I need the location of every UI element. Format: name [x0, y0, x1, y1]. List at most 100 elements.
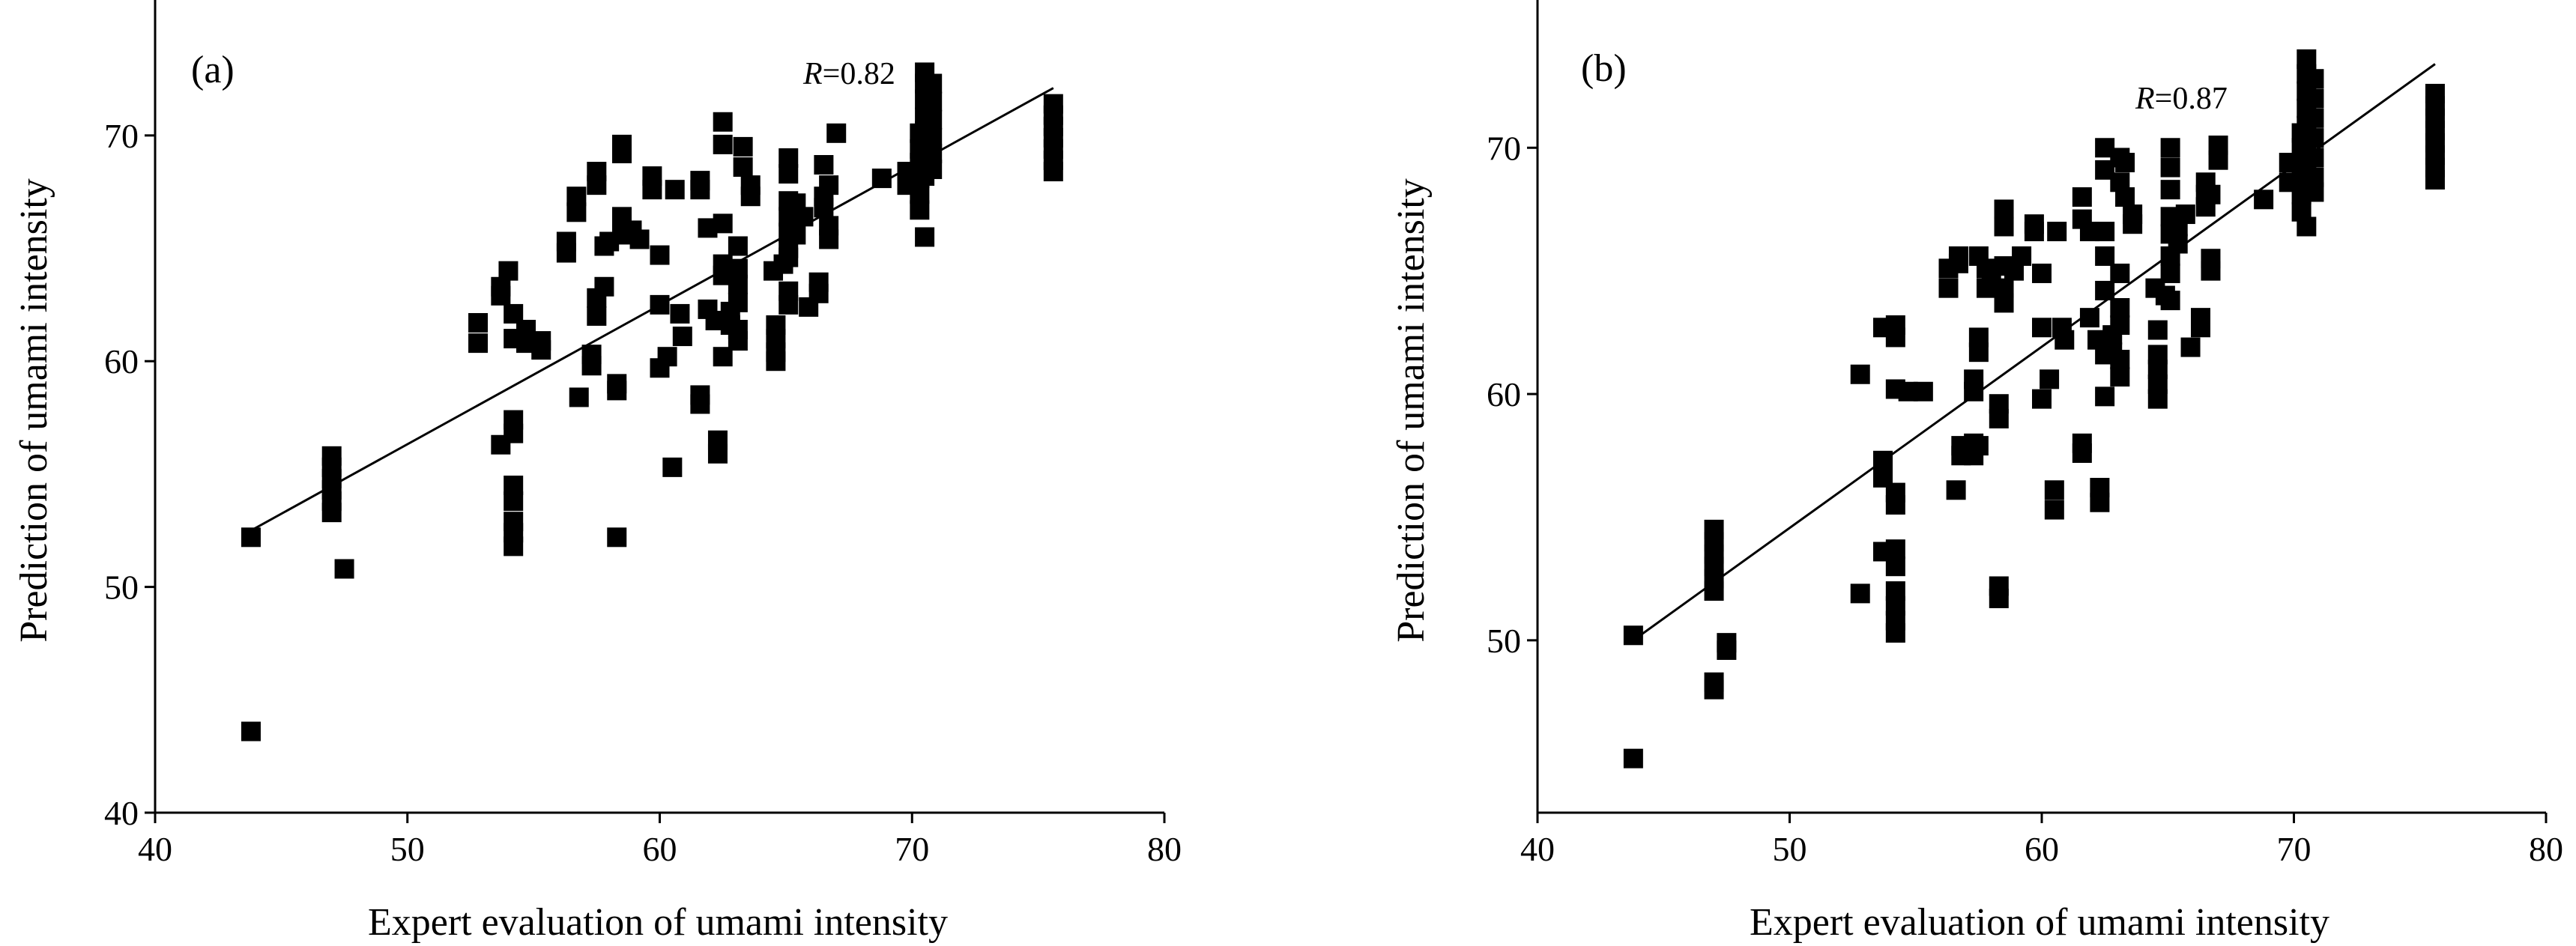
data-point	[766, 351, 786, 372]
y-tick-label: 50	[1487, 622, 1521, 660]
data-point	[2095, 222, 2115, 242]
data-point	[607, 380, 627, 401]
data-point	[1623, 625, 1643, 646]
data-point	[587, 175, 607, 195]
y-axis-label: Prediction of umami intensity	[13, 178, 55, 643]
data-point	[1938, 278, 1959, 298]
data-point	[733, 157, 753, 178]
data-point	[2024, 222, 2044, 242]
data-point	[707, 443, 728, 464]
data-point	[1994, 199, 2014, 219]
data-point	[566, 202, 587, 222]
data-point	[2304, 148, 2324, 168]
data-point	[2044, 500, 2064, 520]
x-tick-label: 80	[1147, 830, 1182, 868]
data-point	[1989, 408, 2009, 428]
data-point	[778, 164, 799, 184]
data-point	[642, 180, 662, 200]
data-point	[504, 536, 524, 557]
data-point	[2254, 189, 2274, 210]
x-tick-label: 50	[390, 830, 425, 868]
correlation-symbol: R	[802, 57, 823, 91]
data-point	[1885, 495, 1905, 515]
data-point	[733, 136, 753, 157]
correlation-annotation: R=0.87	[2135, 82, 2228, 116]
data-point	[728, 331, 748, 351]
data-point	[1946, 480, 1966, 500]
x-tick-label: 60	[643, 830, 677, 868]
data-point	[2123, 204, 2143, 225]
data-point	[1968, 436, 1989, 456]
data-point	[2160, 157, 2180, 178]
y-tick-label: 60	[1487, 375, 1521, 413]
panel-label: (a)	[191, 49, 235, 91]
data-point	[1850, 583, 1870, 604]
data-point	[1994, 293, 2014, 313]
correlation-annotation: R=0.82	[802, 57, 895, 91]
data-point	[1704, 581, 1724, 601]
data-point	[2110, 350, 2130, 370]
data-point	[2304, 182, 2324, 202]
data-point	[778, 247, 799, 267]
data-point	[713, 213, 733, 234]
data-point	[819, 175, 839, 195]
data-point	[650, 245, 670, 265]
x-axis-label: Expert evaluation of umami intensity	[1750, 901, 2329, 944]
data-point	[241, 721, 261, 742]
data-point	[2012, 246, 2032, 266]
data-point	[922, 160, 943, 180]
data-point	[2079, 308, 2099, 328]
data-point	[2032, 318, 2052, 338]
data-point	[1873, 450, 1893, 470]
data-point	[1989, 588, 2009, 608]
data-point	[819, 229, 839, 249]
x-tick-label: 80	[2529, 830, 2563, 868]
data-point	[241, 527, 261, 548]
data-point	[2304, 88, 2324, 109]
panel-a: (a) R=0.82 Expert evaluation of umami in…	[13, 0, 1182, 944]
data-point	[587, 306, 607, 326]
x-axis-label: Expert evaluation of umami intensity	[368, 901, 948, 944]
data-point	[2175, 204, 2195, 225]
data-point	[672, 327, 692, 347]
data-point	[910, 200, 930, 220]
data-point	[1968, 342, 1989, 363]
data-point	[2115, 153, 2135, 172]
data-point	[670, 303, 690, 324]
correlation-value: =0.82	[823, 57, 895, 91]
data-point	[690, 180, 710, 200]
data-point	[2201, 261, 2221, 281]
data-point	[629, 229, 650, 249]
data-point	[665, 180, 685, 200]
x-tick-label: 70	[895, 830, 929, 868]
data-point	[922, 109, 943, 130]
data-point	[2072, 187, 2092, 207]
data-point	[334, 559, 354, 579]
data-point	[2110, 297, 2130, 318]
data-point	[2304, 108, 2324, 128]
data-point	[826, 123, 847, 143]
data-point	[814, 155, 834, 175]
y-tick-label: 40	[104, 794, 139, 832]
data-point	[321, 446, 342, 466]
data-point	[1717, 633, 1737, 653]
data-point	[740, 187, 761, 207]
y-tick-label: 50	[104, 568, 139, 607]
data-point	[922, 91, 943, 112]
data-point	[2168, 234, 2188, 254]
data-point	[786, 225, 806, 245]
data-point	[2110, 315, 2130, 335]
data-point	[2090, 492, 2110, 512]
data-point	[1623, 748, 1643, 768]
data-point	[2304, 69, 2324, 89]
data-point	[468, 333, 489, 354]
data-point	[2047, 222, 2067, 242]
data-point	[2072, 443, 2092, 463]
data-point	[2160, 180, 2180, 200]
data-point	[1850, 364, 1870, 384]
data-point	[2040, 369, 2060, 389]
data-point	[728, 274, 748, 294]
data-point	[2180, 337, 2201, 357]
x-tick-label: 50	[1773, 830, 1807, 868]
